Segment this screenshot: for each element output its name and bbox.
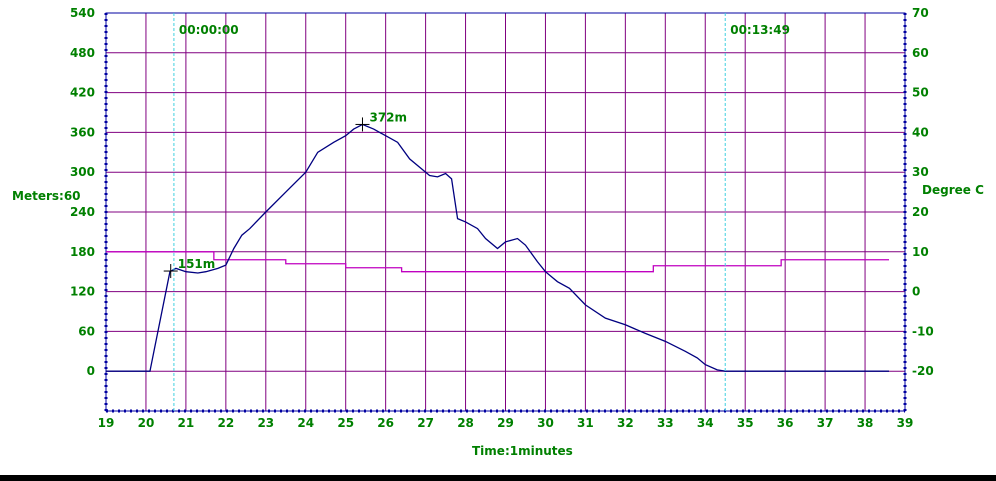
y2-tick-label: 70 (912, 6, 929, 20)
y2-tick-label: 60 (912, 46, 929, 60)
y2-tick-label: 0 (912, 285, 920, 299)
x-tick-label: 39 (897, 416, 914, 430)
grid (106, 13, 905, 411)
x-tick-label: 33 (657, 416, 674, 430)
y-tick-label: 180 (70, 245, 95, 259)
y-tick-label: 0 (87, 364, 95, 378)
x-axis-ticks: 19 20 21 22 23 24 25 26 27 28 29 30 31 32 33 34 35 36 37 38… (98, 416, 914, 430)
time-marker-label: 00:13:49 (730, 23, 790, 37)
y-axis-label: Meters:60 (12, 189, 81, 203)
y-tick-label: 120 (70, 285, 95, 299)
x-tick-label: 34 (697, 416, 714, 430)
y2-axis-label: Degree C (922, 183, 984, 197)
x-tick-label: 22 (217, 416, 234, 430)
time-markers: 00:00:00 00:13:49 (173, 13, 790, 411)
plot-border (104, 12, 907, 413)
annotation-label: 372m (369, 110, 407, 124)
y2-tick-label: 20 (912, 205, 929, 219)
x-axis-label: Time:1minutes (472, 444, 573, 458)
y-tick-label: 540 (70, 6, 95, 20)
x-tick-label: 24 (297, 416, 314, 430)
x-tick-label: 30 (537, 416, 554, 430)
y2-tick-label: 40 (912, 125, 929, 139)
x-tick-label: 29 (497, 416, 514, 430)
x-tick-label: 26 (377, 416, 394, 430)
bottom-bar (0, 475, 996, 481)
y-tick-label: 300 (70, 165, 95, 179)
x-tick-label: 25 (337, 416, 354, 430)
temperature-series (106, 251, 890, 273)
x-tick-label: 32 (617, 416, 634, 430)
temperature-line (106, 251, 890, 273)
y2-tick-label: -10 (912, 324, 934, 338)
y-axis-ticks: 0 60 120 180 240 300 360 420 480 540 (70, 6, 95, 378)
y-tick-label: 240 (70, 205, 95, 219)
x-tick-label: 36 (777, 416, 794, 430)
x-tick-label: 21 (178, 416, 195, 430)
time-marker-label: 00:00:00 (179, 23, 239, 37)
depth-series (106, 123, 890, 372)
y2-tick-label: 10 (912, 245, 929, 259)
y2-tick-label: -20 (912, 364, 934, 378)
y-tick-label: 60 (78, 324, 95, 338)
x-tick-label: 19 (98, 416, 115, 430)
y-tick-label: 480 (70, 46, 95, 60)
x-tick-label: 31 (577, 416, 594, 430)
y-tick-label: 360 (70, 125, 95, 139)
y2-tick-label: 30 (912, 165, 929, 179)
x-tick-label: 28 (457, 416, 474, 430)
x-tick-label: 27 (417, 416, 434, 430)
x-tick-label: 38 (857, 416, 874, 430)
x-tick-label: 20 (138, 416, 155, 430)
annotations: 151m 372m (163, 110, 407, 279)
x-tick-label: 37 (817, 416, 834, 430)
y2-tick-label: 50 (912, 86, 929, 100)
x-tick-label: 23 (257, 416, 274, 430)
y-tick-label: 420 (70, 86, 95, 100)
y2-axis-ticks: -20 -10 0 10 20 30 40 50 60 70 (912, 6, 934, 378)
x-tick-label: 35 (737, 416, 754, 430)
annotation-label: 151m (178, 257, 216, 271)
depth-line (106, 123, 890, 372)
